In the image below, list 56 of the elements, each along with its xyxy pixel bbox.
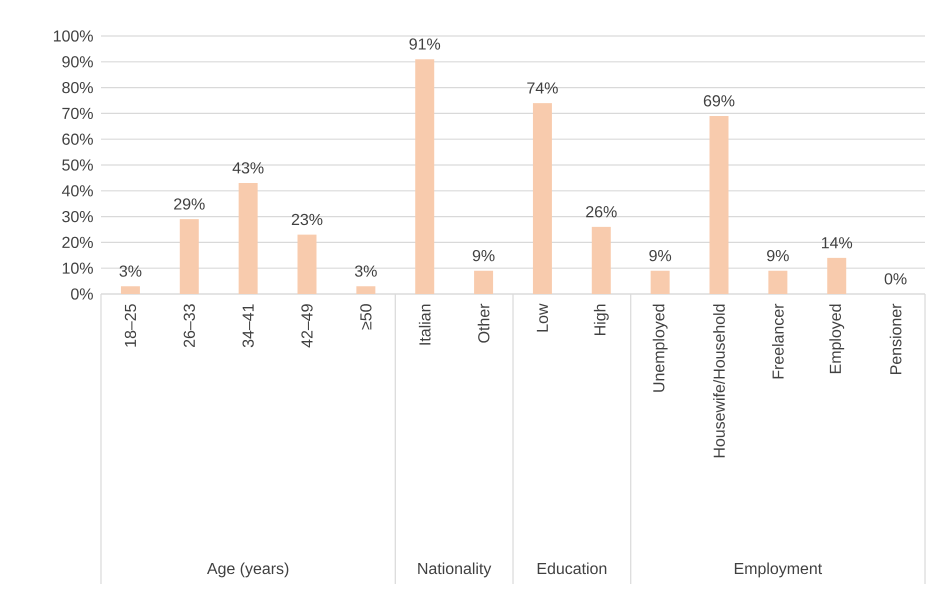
- y-tick-label: 70%: [62, 108, 93, 120]
- data-label: 0%: [884, 273, 907, 284]
- data-label: 9%: [767, 250, 789, 262]
- data-label: 43%: [232, 162, 264, 174]
- y-tick-label: 100%: [54, 30, 93, 42]
- x-tick-label: Italian: [418, 304, 431, 345]
- bar: [298, 234, 317, 294]
- data-label: 3%: [120, 265, 142, 277]
- data-label: 23%: [292, 214, 322, 226]
- bar: [650, 270, 670, 294]
- y-tick-label: 40%: [62, 185, 93, 196]
- y-tick-label: 80%: [62, 82, 93, 94]
- y-tick-label: 90%: [62, 56, 93, 68]
- x-tick-label: Pensioner: [890, 304, 902, 374]
- bar: [415, 59, 434, 294]
- y-tick-label: 20%: [62, 236, 93, 248]
- x-tick-label: Other: [478, 304, 490, 343]
- y-tick-label: 60%: [62, 134, 93, 145]
- x-tick-label: Unemployed: [652, 304, 668, 392]
- text: Age (years): [206, 562, 288, 578]
- text: Nationality: [418, 562, 492, 578]
- x-tick-label: 18–25: [124, 304, 136, 347]
- bar: [238, 183, 258, 294]
- bar: [356, 286, 376, 294]
- data-label: 29%: [174, 198, 205, 210]
- x-tick-label: High: [594, 304, 609, 335]
- x-tick-label: 34–41: [242, 304, 254, 348]
- y-tick-label: 0%: [71, 288, 93, 300]
- text: Employment: [734, 562, 822, 578]
- bar: [474, 270, 494, 294]
- data-label: 26%: [586, 206, 617, 218]
- y-tick-label: 30%: [62, 210, 93, 222]
- bar: [120, 286, 140, 294]
- data-label: 74%: [527, 82, 558, 94]
- x-tick-label: ≥50: [360, 304, 372, 330]
- y-tick-label: 50%: [62, 159, 93, 171]
- bar: [592, 226, 611, 294]
- bar: [532, 103, 552, 294]
- bar: [710, 116, 729, 294]
- data-label: 91%: [410, 38, 440, 50]
- text: Education: [538, 562, 606, 574]
- x-tick-label: 42–49: [301, 304, 313, 348]
- data-label: 9%: [649, 250, 672, 262]
- data-label: 9%: [472, 250, 495, 262]
- data-label: 14%: [822, 237, 852, 248]
- bar: [180, 219, 199, 294]
- x-tick-label: Housewife/Household: [713, 304, 725, 458]
- bar: [768, 270, 788, 294]
- x-tick-label: Freelancer: [772, 304, 784, 378]
- x-tick-label: Low: [536, 303, 548, 332]
- y-tick-label: 10%: [62, 262, 93, 274]
- bar: [827, 258, 846, 294]
- x-tick-label: Employed: [829, 304, 844, 374]
- x-tick-label: 26–33: [184, 304, 195, 348]
- data-label: 3%: [354, 265, 377, 277]
- data-label: 69%: [704, 95, 734, 106]
